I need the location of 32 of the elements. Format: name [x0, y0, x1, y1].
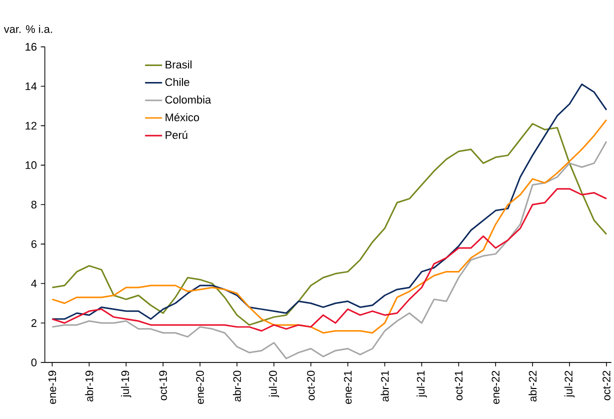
- line-series: [51, 140, 608, 360]
- x-tick-label: abr-19: [85, 370, 94, 402]
- y-tick-label: 12: [26, 122, 36, 130]
- legend-label: Colombia: [165, 95, 212, 104]
- x-tick-label: ene-20: [196, 370, 204, 404]
- y-tick-label: 10: [26, 161, 37, 169]
- x-tick-label: abr-20: [232, 370, 241, 402]
- x-tick-label: jul-22: [564, 370, 575, 398]
- x-tick-label: jul-19: [121, 370, 132, 398]
- x-tick-label: oct-22: [602, 370, 610, 400]
- y-axis-title: var. % i.a.: [4, 24, 52, 33]
- x-tick-label: oct-19: [159, 370, 167, 400]
- legend-label: México: [166, 113, 200, 122]
- y-tick-label: 2: [31, 319, 36, 327]
- y-tick-label: 0: [31, 358, 37, 366]
- y-tick-label: 8: [31, 200, 36, 208]
- x-tick-label: ene-22: [492, 370, 500, 404]
- x-tick-label: oct-20: [306, 370, 315, 400]
- x-tick-label: abr-21: [380, 370, 389, 402]
- x-tick-label: ene-19: [48, 370, 56, 404]
- x-tick-label: oct-21: [454, 370, 463, 400]
- x-tick-label: jul-20: [268, 370, 280, 398]
- x-tick-label: abr-22: [528, 370, 537, 402]
- x-tick-label: ene-21: [344, 370, 352, 404]
- x-tick-label: jul-21: [416, 370, 427, 398]
- y-tick-label: 6: [31, 240, 36, 248]
- legend-label: Perú: [166, 130, 188, 139]
- y-tick-label: 14: [26, 82, 37, 90]
- y-tick-label: 16: [26, 42, 36, 51]
- y-tick-label: 4: [31, 280, 37, 288]
- legend-label: Chile: [165, 78, 190, 86]
- legend-label: Brasil: [166, 60, 192, 68]
